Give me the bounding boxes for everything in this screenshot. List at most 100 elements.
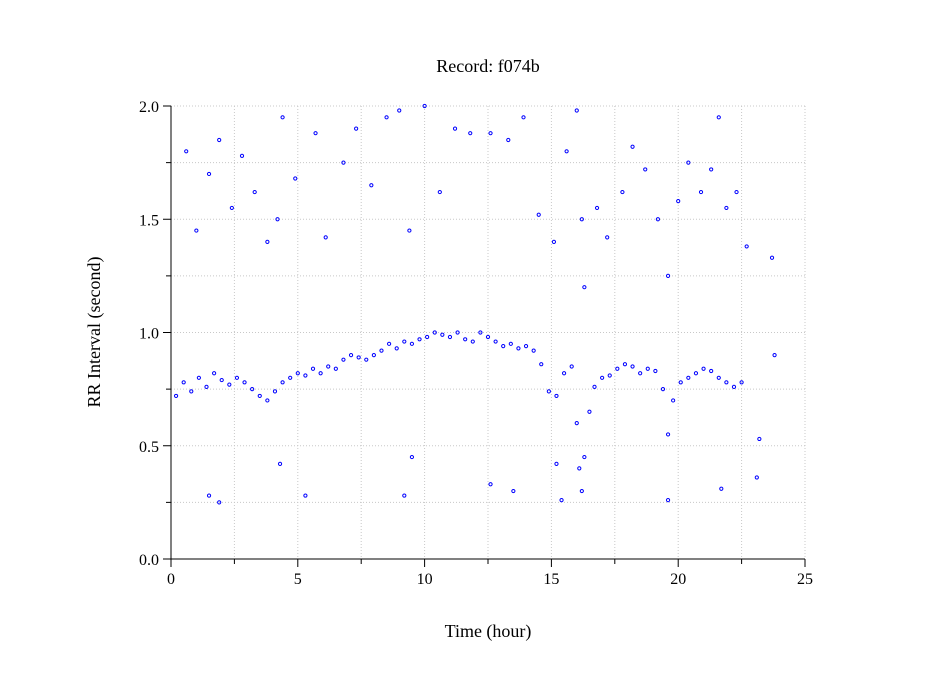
y-tick-label: 0.5	[139, 439, 159, 456]
data-point	[204, 384, 209, 389]
grid-layer	[170, 105, 806, 560]
data-point	[384, 115, 389, 120]
data-point	[272, 389, 278, 394]
data-point	[206, 493, 212, 498]
data-point	[716, 375, 721, 380]
data-point	[485, 334, 491, 340]
data-point	[397, 108, 402, 113]
data-point	[323, 235, 328, 240]
x-tick-label: 0	[167, 571, 175, 588]
data-point	[559, 498, 564, 503]
data-point	[607, 373, 612, 378]
data-point	[600, 375, 605, 380]
data-point	[194, 228, 199, 233]
data-point	[630, 144, 635, 149]
data-point	[217, 137, 222, 143]
data-point	[686, 375, 691, 380]
data-point	[288, 375, 293, 380]
data-point	[665, 432, 671, 437]
data-point	[212, 371, 217, 376]
data-point	[665, 273, 671, 278]
data-point	[440, 332, 445, 337]
x-axis-label: Time (hour)	[445, 621, 532, 642]
data-point	[455, 330, 460, 335]
data-point	[716, 115, 721, 120]
data-point	[592, 384, 597, 389]
data-point	[295, 371, 300, 376]
data-point	[275, 217, 280, 222]
data-point	[293, 176, 298, 181]
data-point	[516, 346, 521, 351]
data-point	[234, 375, 240, 380]
data-point	[587, 409, 592, 414]
data-point	[488, 482, 493, 487]
data-point	[638, 371, 643, 376]
data-point	[265, 398, 270, 403]
data-point	[173, 393, 179, 399]
data-point	[417, 337, 422, 342]
y-tick-label: 1.0	[139, 326, 159, 343]
data-point	[645, 366, 650, 371]
data-point	[554, 461, 559, 466]
data-point	[364, 357, 369, 362]
y-tick-label: 1.5	[139, 212, 159, 229]
data-point	[653, 368, 658, 374]
y-tick-label: 2.0	[139, 99, 159, 116]
data-point	[250, 387, 255, 392]
y-axis-label: RR Interval (second)	[84, 257, 105, 408]
data-point	[318, 371, 323, 376]
data-point	[724, 380, 729, 385]
data-point	[239, 153, 245, 158]
data-point	[546, 389, 551, 394]
data-point	[452, 126, 458, 131]
data-point	[643, 167, 648, 172]
data-point	[265, 239, 270, 244]
data-point	[769, 255, 775, 260]
data-point	[665, 498, 671, 503]
data-point	[739, 380, 744, 385]
data-point	[582, 285, 587, 290]
data-point	[402, 339, 407, 344]
data-point	[303, 373, 308, 378]
data-point	[577, 466, 582, 471]
data-point	[189, 389, 194, 394]
data-point	[341, 357, 346, 362]
data-point	[432, 330, 437, 335]
data-point	[511, 488, 516, 494]
data-point	[709, 368, 714, 374]
data-point	[217, 500, 222, 505]
data-point	[206, 171, 212, 177]
points-layer	[173, 103, 777, 505]
data-point	[409, 454, 415, 460]
data-point	[470, 339, 475, 344]
data-point	[536, 212, 541, 217]
data-point	[754, 475, 759, 480]
data-point	[605, 235, 610, 240]
data-point	[493, 339, 498, 344]
data-point	[303, 493, 308, 498]
data-point	[184, 149, 189, 154]
data-point	[463, 337, 468, 342]
data-point	[348, 353, 354, 358]
data-point	[521, 115, 526, 120]
axis-layer: 0 5 10 15 20 25 0.0 0.5 1.0 1.5 2.0	[139, 99, 813, 588]
data-point	[468, 131, 473, 136]
data-point	[506, 137, 511, 143]
x-tick-label: 5	[294, 571, 302, 588]
data-point	[772, 353, 777, 358]
data-point	[508, 341, 513, 346]
data-point	[531, 348, 536, 353]
data-point	[582, 454, 587, 460]
data-point	[693, 371, 699, 376]
data-point	[277, 461, 283, 466]
chart-title: Record: f074b	[436, 56, 539, 76]
data-point	[394, 346, 399, 351]
data-point	[326, 364, 331, 369]
data-point	[678, 380, 683, 385]
x-tick-label: 25	[797, 571, 813, 588]
data-point	[579, 217, 584, 222]
data-point	[554, 393, 559, 399]
data-point	[615, 366, 620, 371]
data-point	[369, 183, 374, 188]
